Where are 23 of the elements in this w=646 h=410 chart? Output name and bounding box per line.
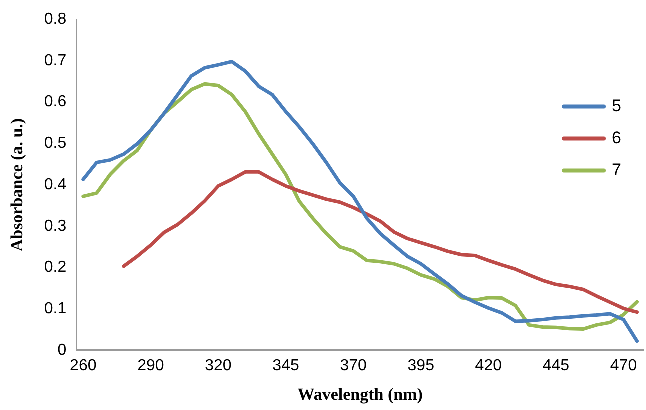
x-tick-label: 320 bbox=[205, 357, 232, 374]
y-tick-label: 0.6 bbox=[44, 94, 67, 111]
y-tick-label: 0.5 bbox=[44, 135, 67, 152]
legend-label: 6 bbox=[612, 128, 622, 148]
legend-label: 5 bbox=[612, 96, 622, 116]
x-tick-label: 395 bbox=[408, 357, 435, 374]
x-tick-label: 470 bbox=[610, 357, 638, 374]
x-axis-title: Wavelength (nm) bbox=[298, 385, 423, 404]
x-tick-label: 290 bbox=[138, 357, 164, 374]
y-axis-title: Absorbance (a. u.) bbox=[8, 118, 27, 252]
x-tick-label: 445 bbox=[542, 357, 570, 374]
x-tick-label: 345 bbox=[272, 357, 300, 374]
y-tick-label: 0.3 bbox=[44, 218, 67, 235]
y-tick-label: 0.7 bbox=[44, 52, 67, 70]
y-tick-label: 0.1 bbox=[44, 300, 67, 318]
y-tick-label: 0.2 bbox=[44, 259, 67, 276]
x-tick-label: 370 bbox=[340, 357, 368, 374]
x-tick-label: 420 bbox=[475, 357, 502, 374]
y-tick-label: 0.4 bbox=[44, 176, 67, 194]
y-tick-label: 0 bbox=[58, 342, 67, 359]
y-tick-label: 0.8 bbox=[44, 11, 67, 28]
legend-label: 7 bbox=[612, 160, 622, 180]
x-tick-label: 260 bbox=[70, 357, 97, 374]
